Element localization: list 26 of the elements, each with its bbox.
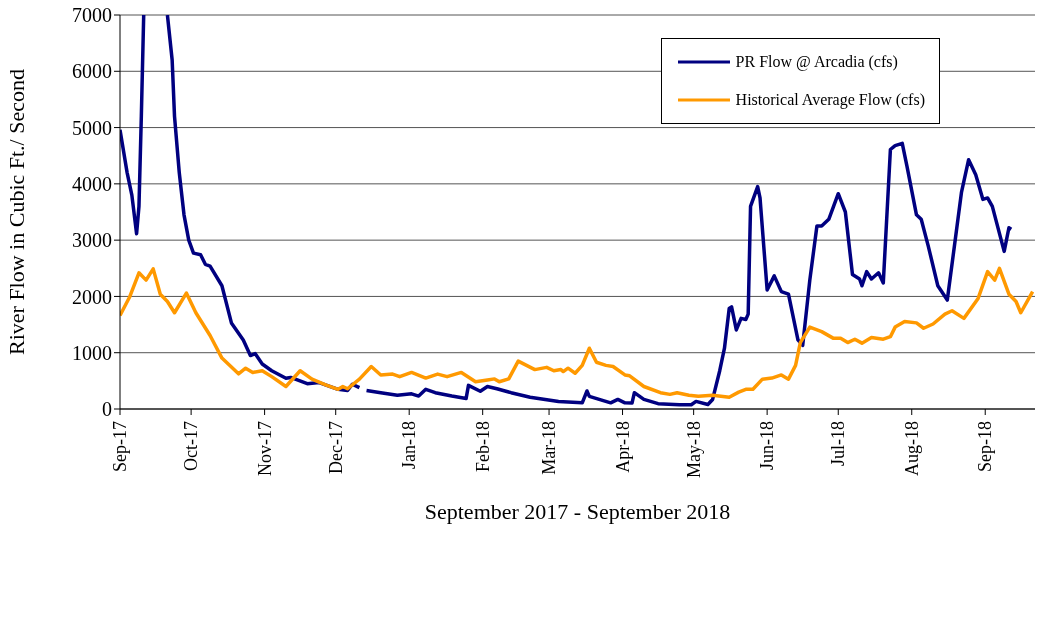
y-tick-label: 0 xyxy=(102,398,112,421)
x-tick-label: Jan-18 xyxy=(399,421,420,469)
x-tick-label: Jul-18 xyxy=(828,421,849,466)
x-tick-label: Dec-17 xyxy=(325,421,346,474)
y-axis-title: River Flow in Cubic Ft./ Second xyxy=(3,69,29,355)
x-tick-label: Feb-18 xyxy=(472,421,493,472)
x-tick-label: Oct-17 xyxy=(181,421,202,471)
x-axis-title: September 2017 - September 2018 xyxy=(424,499,731,524)
x-tick-label: Sep-17 xyxy=(110,421,130,472)
y-tick-label: 6000 xyxy=(72,60,112,83)
x-tick-label: May-18 xyxy=(683,421,704,478)
x-tick-label: Sep-18 xyxy=(975,421,996,472)
legend-label: Historical Average Flow (cfs) xyxy=(735,91,925,109)
x-tick-label: Mar-18 xyxy=(539,421,560,475)
y-tick-label: 1000 xyxy=(72,341,112,364)
y-tick-label: 2000 xyxy=(72,285,112,308)
y-tick-label: 3000 xyxy=(72,229,112,252)
x-tick-label: Apr-18 xyxy=(612,421,633,473)
x-tick-label: Nov-17 xyxy=(254,421,275,476)
x-tick-label: Aug-18 xyxy=(901,421,922,476)
y-tick-label: 7000 xyxy=(72,4,112,27)
y-tick-label: 5000 xyxy=(72,116,112,139)
y-tick-label: 4000 xyxy=(72,172,112,195)
line-series xyxy=(120,266,1035,399)
legend-label: PR Flow @ Arcadia (cfs) xyxy=(735,53,898,71)
x-tick-label: Jun-18 xyxy=(757,421,778,470)
